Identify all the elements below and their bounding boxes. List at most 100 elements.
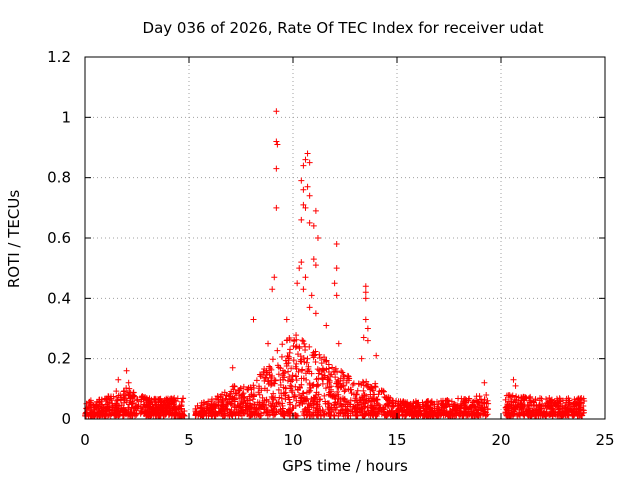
roti-point — [296, 399, 303, 406]
roti-point — [275, 399, 282, 406]
roti-point — [362, 295, 369, 302]
roti-point — [276, 408, 283, 415]
roti-point — [123, 385, 130, 392]
roti-point — [115, 408, 122, 415]
roti-point — [544, 399, 551, 406]
roti-point — [321, 392, 328, 399]
roti-point — [330, 411, 337, 418]
roti-point — [571, 405, 578, 412]
roti-point — [308, 395, 315, 402]
y-tick-label: 0.4 — [47, 289, 71, 307]
roti-point — [87, 399, 94, 406]
roti-point — [471, 412, 478, 419]
roti-point — [299, 390, 306, 397]
roti-point — [475, 399, 482, 406]
roti-point — [475, 410, 482, 417]
roti-point — [206, 402, 213, 409]
roti-point — [422, 402, 429, 409]
roti-point — [565, 411, 572, 418]
roti-point — [294, 351, 301, 358]
roti-point — [157, 398, 164, 405]
roti-point — [255, 389, 262, 396]
roti-point — [302, 274, 309, 281]
roti-point — [278, 353, 285, 360]
roti-point — [373, 352, 380, 359]
roti-point — [359, 405, 366, 412]
roti-point — [333, 292, 340, 299]
roti-point — [444, 397, 451, 404]
roti-point — [219, 403, 226, 410]
roti-point — [287, 385, 294, 392]
roti-point — [153, 408, 160, 415]
roti-point — [484, 405, 491, 412]
roti-point — [356, 401, 363, 408]
roti-point — [573, 396, 580, 403]
roti-point — [306, 192, 313, 199]
roti-point — [260, 368, 267, 375]
roti-point — [353, 397, 360, 404]
roti-point — [233, 404, 240, 411]
roti-point — [360, 382, 367, 389]
roti-point — [249, 396, 256, 403]
roti-point — [87, 402, 94, 409]
roti-point — [303, 359, 310, 366]
roti-point — [131, 393, 138, 400]
roti-point — [174, 395, 181, 402]
roti-point — [460, 400, 467, 407]
roti-point — [269, 372, 276, 379]
x-axis-label: GPS time / hours — [282, 457, 408, 475]
roti-point — [318, 360, 325, 367]
roti-point — [404, 406, 411, 413]
roti-point — [347, 406, 354, 413]
roti-point — [506, 392, 513, 399]
x-tick-label: 10 — [283, 431, 302, 449]
roti-point — [268, 407, 275, 414]
roti-point — [297, 358, 304, 365]
roti-point — [298, 375, 305, 382]
roti-point — [317, 396, 324, 403]
roti-point — [171, 397, 178, 404]
roti-point — [111, 407, 118, 414]
roti-point — [273, 138, 280, 145]
roti-point — [236, 395, 243, 402]
roti-point — [245, 386, 252, 393]
roti-point — [350, 380, 357, 387]
roti-point — [149, 409, 156, 416]
roti-point — [279, 341, 286, 348]
roti-point — [148, 398, 155, 405]
roti-point — [264, 378, 271, 385]
roti-point — [112, 404, 119, 411]
roti-point — [358, 405, 365, 412]
roti-point — [226, 390, 233, 397]
roti-point — [269, 356, 276, 363]
roti-point — [237, 399, 244, 406]
roti-point — [127, 410, 134, 417]
roti-point — [178, 403, 185, 410]
roti-point — [130, 389, 137, 396]
roti-point — [480, 410, 487, 417]
roti-point — [400, 411, 407, 418]
roti-point — [86, 410, 93, 417]
roti-point — [311, 399, 318, 406]
roti-point — [302, 405, 309, 412]
roti-point — [146, 405, 153, 412]
roti-point — [331, 280, 338, 287]
roti-point — [250, 382, 257, 389]
roti-point — [548, 402, 555, 409]
x-tick-label: 15 — [387, 431, 406, 449]
roti-point — [229, 364, 236, 371]
roti-point — [298, 216, 305, 223]
x-tick-label: 25 — [595, 431, 614, 449]
roti-point — [301, 398, 308, 405]
roti-point — [126, 410, 133, 417]
roti-point — [535, 412, 542, 419]
roti-point — [290, 343, 297, 350]
roti-point — [554, 399, 561, 406]
roti-point — [543, 396, 550, 403]
roti-point — [218, 398, 225, 405]
roti-point — [387, 394, 394, 401]
roti-point — [212, 412, 219, 419]
roti-point — [192, 408, 199, 415]
roti-point — [402, 399, 409, 406]
